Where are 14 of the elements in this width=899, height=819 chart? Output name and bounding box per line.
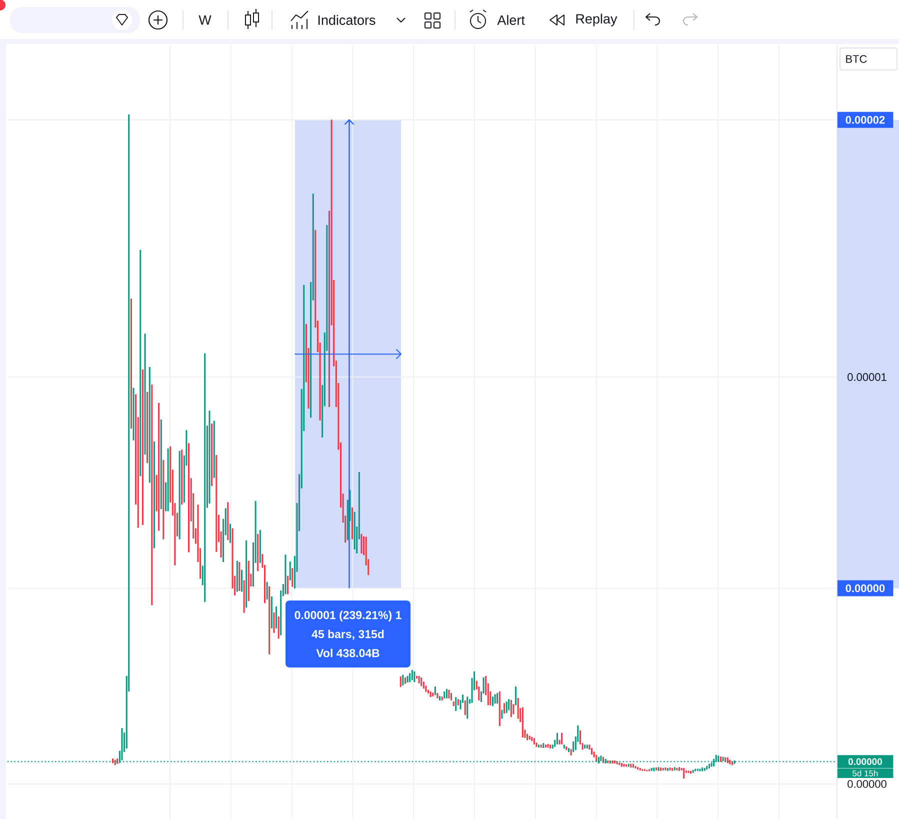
text: Indicators — [318, 15, 376, 25]
y-tick-label: 0.00002 — [846, 116, 885, 124]
annotation: Vol 438.04B — [316, 648, 380, 658]
text: W — [198, 15, 212, 25]
y-tick-label: 0.00000 — [848, 780, 886, 788]
text: 5d 15h — [852, 770, 878, 776]
y-tick-label: 0.00000 — [846, 584, 885, 592]
annotation: 0.00001 (239.21%) 1 — [294, 610, 402, 622]
text: BTC — [846, 55, 867, 63]
y-tick-label: 0.00000 — [848, 758, 882, 765]
y-tick-label: 0.00001 — [848, 373, 886, 381]
annotation: 45 bars, 315d — [312, 630, 384, 640]
text: Replay — [576, 14, 618, 26]
text: Alert — [497, 15, 525, 25]
